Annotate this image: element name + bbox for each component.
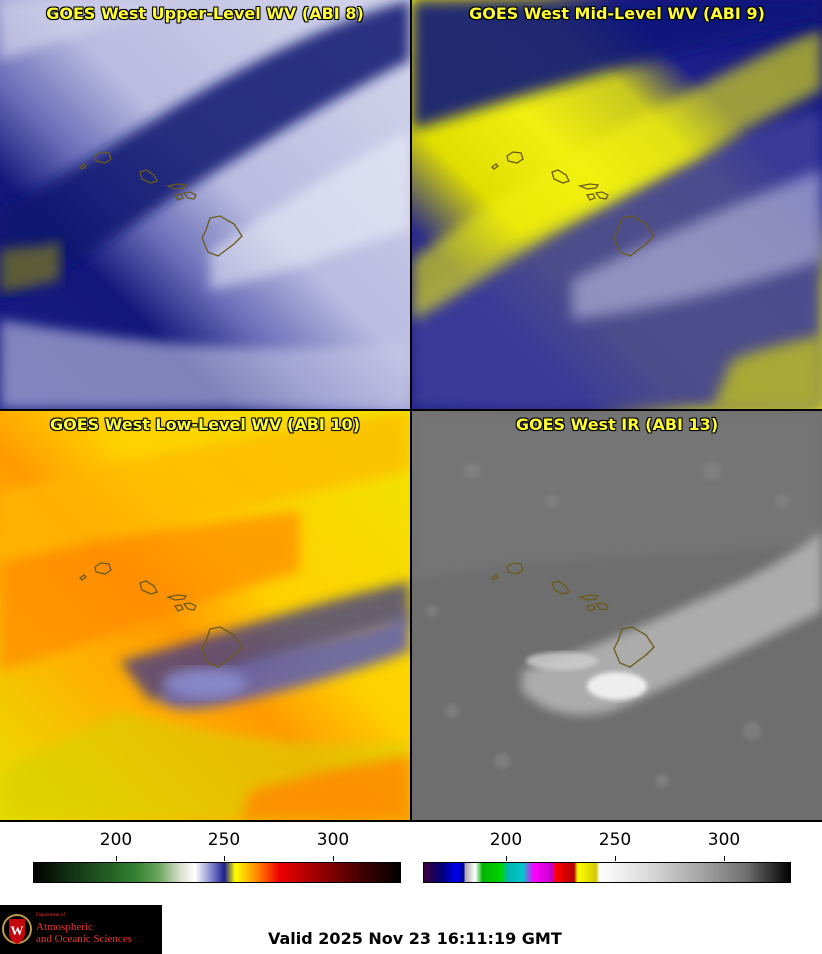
colorbar-tick	[506, 856, 507, 861]
panel-mid-level-wv: GOES West Mid-Level WV (ABI 9)	[412, 0, 822, 409]
ir-image	[412, 411, 822, 820]
colorbar-tick-label: 200	[99, 830, 133, 850]
logo-name: Atmospheric and Oceanic Sciences	[36, 921, 132, 945]
panel-title: GOES West Mid-Level WV (ABI 9)	[469, 4, 765, 23]
colorbar-tick	[724, 856, 725, 861]
colorbar-tick-label: 300	[707, 830, 741, 850]
panel-upper-level-wv: GOES West Upper-Level WV (ABI 8)	[0, 0, 410, 409]
panel-low-level-wv: GOES West Low-Level WV (ABI 10)	[0, 411, 410, 820]
crest-letter: W	[11, 923, 24, 938]
colorbar-tick-label: 250	[207, 830, 241, 850]
panel-title: GOES West Low-Level WV (ABI 10)	[49, 415, 360, 434]
logo-line-1: Atmospheric	[36, 921, 93, 933]
upper-level-wv-image	[0, 0, 410, 409]
colorbar-tick-label: 200	[489, 830, 523, 850]
logo-department: Department of	[36, 913, 66, 918]
colorbar-gradient	[33, 862, 401, 883]
low-level-wv-image	[0, 411, 410, 820]
colorbar-tick	[615, 856, 616, 861]
colorbar-gradient	[423, 862, 791, 883]
panel-ir: GOES West IR (ABI 13)	[412, 411, 822, 820]
valid-time: Valid 2025 Nov 23 16:11:19 GMT	[268, 929, 562, 948]
colorbar-tick-label: 250	[598, 830, 632, 850]
logo-line-2: and Oceanic Sciences	[36, 933, 132, 945]
crest-icon: W	[2, 914, 32, 944]
satellite-panel-grid: GOES West Upper-Level WV (ABI 8)	[0, 0, 822, 822]
colorbar-tick	[224, 856, 225, 861]
aos-logo: W Department of Atmospheric and Oceanic …	[0, 905, 162, 954]
mid-level-wv-image	[412, 0, 822, 409]
colorbar-tick-label: 300	[316, 830, 350, 850]
panel-title: GOES West IR (ABI 13)	[515, 415, 719, 434]
panel-title: GOES West Upper-Level WV (ABI 8)	[46, 4, 364, 23]
colorbar-tick	[333, 856, 334, 861]
colorbar-tick	[116, 856, 117, 861]
